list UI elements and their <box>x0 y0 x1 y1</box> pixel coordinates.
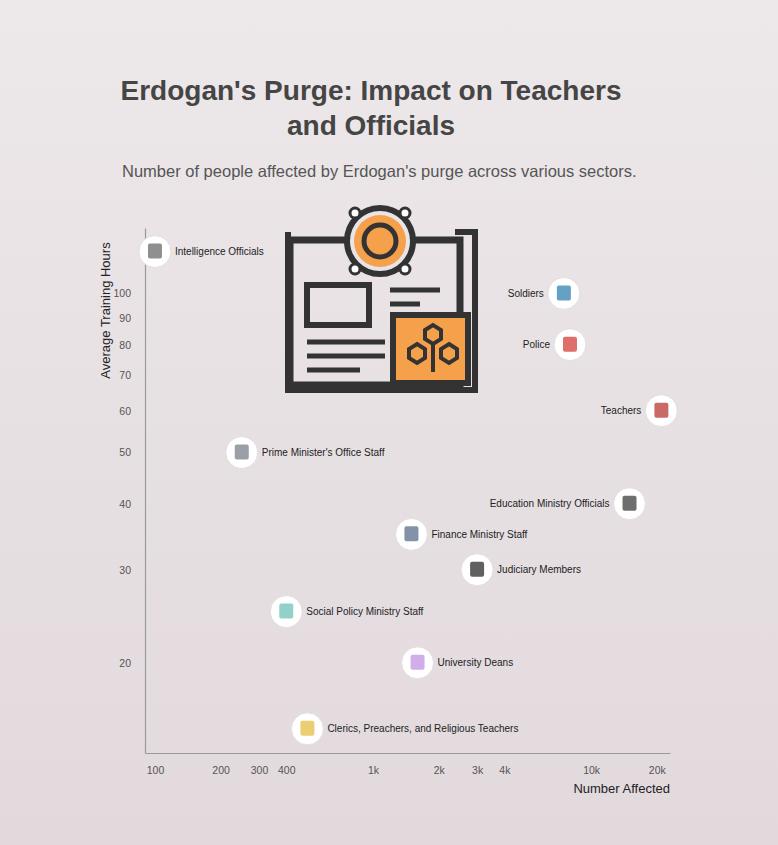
marker <box>461 554 493 586</box>
point-label: Prime Minister's Office Staff <box>262 447 385 458</box>
tick-label: 70 <box>119 369 131 381</box>
point-label: Judiciary Members <box>497 564 581 575</box>
point <box>614 488 646 520</box>
marker-glyph <box>148 244 162 259</box>
point-label: Teachers <box>601 405 642 416</box>
marker-glyph <box>623 496 637 511</box>
marker-glyph <box>279 604 293 619</box>
tick-label: 400 <box>278 764 296 776</box>
point <box>291 713 323 745</box>
point-label: Police <box>523 339 551 350</box>
point <box>270 596 302 628</box>
point-label: Finance Ministry Staff <box>431 529 527 540</box>
marker <box>614 488 646 520</box>
tick-label: 20 <box>119 657 131 669</box>
marker <box>139 236 171 268</box>
point <box>395 518 427 550</box>
tick-label: 3k <box>472 764 484 776</box>
marker-glyph <box>470 562 484 577</box>
tick-label: 4k <box>499 764 511 776</box>
tick: 100 <box>113 287 145 299</box>
tick: 200 <box>212 753 230 776</box>
tick-label: 2k <box>434 764 446 776</box>
tick: 20 <box>119 657 145 669</box>
tick-label: 10k <box>583 764 601 776</box>
tick: 20k <box>649 753 667 776</box>
marker <box>291 713 323 745</box>
tick: 90 <box>119 311 145 323</box>
tick: 30 <box>119 564 145 576</box>
marker-glyph <box>654 403 668 418</box>
point-label: Clerics, Preachers, and Religious Teache… <box>327 723 518 734</box>
tick-label: 90 <box>119 311 131 323</box>
point-label: Social Policy Ministry Staff <box>306 606 423 617</box>
x-axis: 100 200 300 400 1k 2k 3k 4k 10k 20k <box>146 753 671 776</box>
tick: 400 <box>278 753 296 776</box>
tick: 70 <box>119 369 145 381</box>
x-axis-title: Number Affected <box>573 781 670 796</box>
point <box>548 277 580 309</box>
point <box>554 329 586 361</box>
marker-glyph <box>563 337 577 352</box>
point <box>461 554 493 586</box>
tick: 60 <box>119 405 145 417</box>
tick-label: 1k <box>368 764 380 776</box>
tick-label: 40 <box>119 498 131 510</box>
tick: 4k <box>499 753 511 776</box>
marker-glyph <box>300 721 314 736</box>
tick-label: 80 <box>119 339 131 351</box>
marker-glyph <box>404 526 418 541</box>
tick-label: 100 <box>113 287 131 299</box>
point <box>402 647 434 679</box>
title: Erdogan's Purge: Impact on Teachersand O… <box>121 75 622 141</box>
y-axis: 20 30 40 50 60 70 80 90 100 <box>113 229 145 754</box>
marker <box>402 647 434 679</box>
marker <box>226 437 258 469</box>
point-label: University Deans <box>438 657 514 668</box>
subtitle: Number of people affected by Erdogan's p… <box>122 162 637 180</box>
tick-label: 60 <box>119 405 131 417</box>
point-label: Soldiers <box>508 288 544 299</box>
axis-line <box>146 753 671 754</box>
tick: 50 <box>119 446 145 458</box>
tick-label: 200 <box>212 764 230 776</box>
points <box>139 236 677 745</box>
tick: 2k <box>434 753 446 776</box>
tick: 80 <box>119 339 145 351</box>
tick-label: 20k <box>649 764 667 776</box>
tick: 40 <box>119 498 145 510</box>
tick: 1k <box>368 753 380 776</box>
tick-label: 30 <box>119 564 131 576</box>
point <box>139 236 171 268</box>
tick: 3k <box>472 753 484 776</box>
tick: 100 <box>147 753 165 776</box>
tick-label: 100 <box>147 764 165 776</box>
marker <box>554 329 586 361</box>
tick-label: 50 <box>119 446 131 458</box>
point-label: Education Ministry Officials <box>490 498 610 509</box>
marker <box>645 395 677 427</box>
y-axis-title: Average Training Hours <box>98 242 113 379</box>
tick: 300 <box>251 753 269 776</box>
marker-glyph <box>557 285 571 300</box>
tick: 10k <box>583 753 601 776</box>
point-label: Intelligence Officials <box>175 246 264 257</box>
marker <box>548 277 580 309</box>
chart: Erdogan's Purge: Impact on Teachersand O… <box>0 0 778 845</box>
decorative-icon <box>288 208 475 390</box>
point <box>645 395 677 427</box>
marker <box>270 596 302 628</box>
point-labels: Intelligence Officials Soldiers Police Teac… <box>175 246 641 734</box>
axis-line <box>145 229 146 754</box>
marker-glyph <box>411 655 425 670</box>
tick-label: 300 <box>251 764 269 776</box>
point <box>226 437 258 469</box>
marker-glyph <box>235 445 249 460</box>
marker <box>395 518 427 550</box>
